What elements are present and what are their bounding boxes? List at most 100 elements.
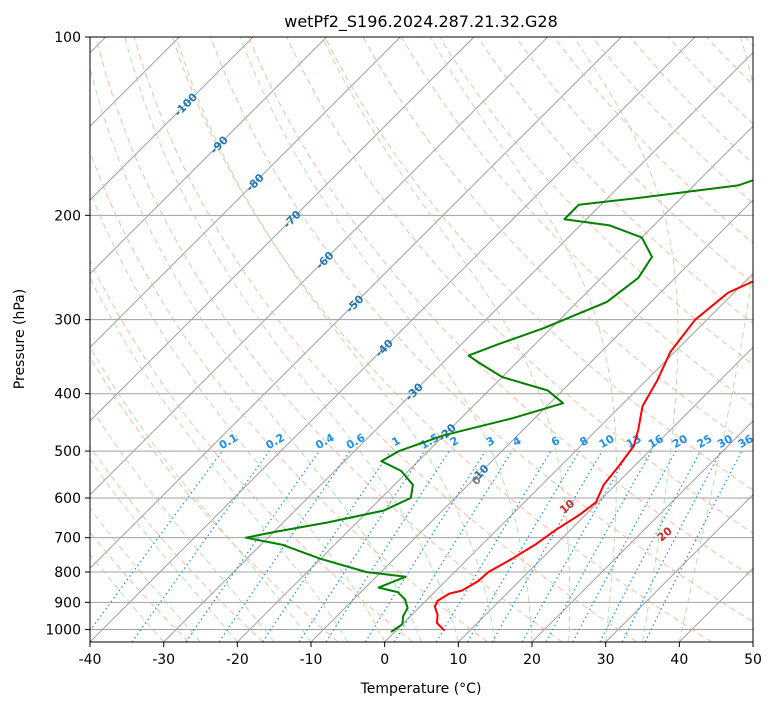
isotherm-line <box>90 37 254 201</box>
temperature-line <box>433 280 753 632</box>
isotherm-line <box>90 37 328 275</box>
y-tick-label: 1000 <box>45 622 81 638</box>
y-tick-label: 100 <box>54 30 81 46</box>
mixing-ratio-line <box>298 450 425 642</box>
y-axis-label: Pressure (hPa) <box>12 289 28 389</box>
isotherm-line <box>384 272 753 642</box>
mixing-ratio-label: 25 <box>695 432 715 451</box>
mixing-ratio-label: 0.1 <box>217 431 240 452</box>
moist-adiabat-line <box>573 37 679 642</box>
isotherm-line <box>90 37 549 496</box>
isotherm-line <box>752 641 753 642</box>
x-tick-label: -10 <box>300 652 323 668</box>
mixing-ratio-line <box>644 450 743 642</box>
mixing-ratio-line <box>599 450 702 642</box>
mixing-ratio-label: 13 <box>624 432 644 451</box>
mixing-ratio-label: 20 <box>670 432 690 451</box>
y-tick-label: 700 <box>54 531 81 547</box>
mixing-ratio-line <box>185 450 320 642</box>
mixing-ratio-line <box>521 450 631 642</box>
dry-adiabat-line <box>210 37 753 623</box>
mixing-ratio-label: 6 <box>549 434 562 449</box>
isotherm-line <box>90 37 696 642</box>
dry-adiabat-line <box>477 37 753 325</box>
dewpoint-line <box>244 179 753 633</box>
moist-adiabat-line <box>90 66 422 642</box>
dry-adiabat-line <box>171 37 712 642</box>
x-tick-label: 20 <box>523 652 541 668</box>
y-tick-label: 200 <box>54 208 81 224</box>
y-tick-label: 500 <box>54 444 81 460</box>
dry-adiabat-line <box>744 37 753 47</box>
y-tick-label: 800 <box>54 565 81 581</box>
moist-adiabat-line <box>90 276 349 642</box>
x-axis-label: Temperature (°C) <box>360 681 482 697</box>
moist-adiabat-line <box>124 37 459 642</box>
dry-adiabat-label: 10 <box>557 497 577 517</box>
mixing-ratio-line <box>131 450 270 642</box>
dry-adiabat-line <box>629 37 753 165</box>
dry-adiabat-line <box>90 531 190 642</box>
dry-adiabat-line <box>515 37 753 284</box>
dry-adiabat-line <box>90 356 339 642</box>
line-labels: 0.1 0.2 0.4 0.6 1 1.5 2 3 4 6 8 10 13 16 20 25 30 36-100-… <box>172 90 756 544</box>
isotherm-line <box>678 567 753 642</box>
moist-adiabat-line <box>90 189 386 642</box>
moist-adiabat-line <box>90 405 275 642</box>
moist-adiabat-line <box>678 37 753 642</box>
dry-adiabat-line <box>133 37 638 642</box>
mixing-ratio-line <box>325 450 450 642</box>
isotherm-line <box>531 420 753 642</box>
x-tick-label: -40 <box>79 652 102 668</box>
dry-adiabat-line <box>248 37 753 578</box>
x-tick-label: -30 <box>152 652 175 668</box>
y-tick-label: 400 <box>54 387 81 403</box>
isotherm-line <box>605 493 753 642</box>
isotherm-line <box>457 346 753 642</box>
y-axis: 1000 900 800 700 600 500 400 300 200 100 <box>45 30 90 638</box>
mixing-ratio-line <box>90 450 223 632</box>
dry-adiabat-line <box>706 37 753 86</box>
x-tick-label: 10 <box>449 652 467 668</box>
mixing-ratio-label: 10 <box>597 432 617 451</box>
moist-adiabat-line <box>239 37 533 642</box>
moist-adiabat-line <box>321 37 571 642</box>
y-tick-label: 300 <box>54 313 81 329</box>
dry-adiabat-line <box>553 37 753 244</box>
moist-adiabat-line <box>90 458 238 642</box>
moist-adiabat-line <box>90 346 312 642</box>
x-tick-label: -20 <box>226 652 249 668</box>
mixing-ratio-line <box>393 450 513 642</box>
dry-adiabat-line <box>90 259 414 642</box>
x-tick-label: 30 <box>597 652 615 668</box>
mixing-ratio-line <box>572 450 677 642</box>
x-tick-label: 50 <box>744 652 762 668</box>
mixing-ratio-line <box>466 450 580 642</box>
dry-adiabat-label: 20 <box>655 524 675 544</box>
chart-title: wetPf2_S196.2024.287.21.32.G28 <box>284 12 558 32</box>
mixing-ratio-line <box>262 450 392 642</box>
moist-adiabat-line <box>175 37 496 642</box>
plot-frame <box>89 36 754 643</box>
y-tick-label: 600 <box>54 491 81 507</box>
dry-adiabat-line <box>438 37 753 365</box>
mixing-ratio-label: 30 <box>715 432 735 451</box>
mixing-ratio-line <box>545 450 653 642</box>
x-tick-label: 40 <box>670 652 688 668</box>
mixing-ratio-label: 16 <box>646 432 666 451</box>
dry-adiabat-line <box>591 37 753 204</box>
mixing-ratio-label: 4 <box>510 434 523 449</box>
moist-adiabat-line <box>429 37 617 642</box>
moist-adiabat-line <box>90 507 201 642</box>
isotherm-line <box>90 37 475 422</box>
dry-adiabat-line <box>95 37 563 642</box>
dry-adiabat-line <box>668 37 753 125</box>
x-tick-label: 0 <box>380 652 389 668</box>
y-tick-label: 900 <box>54 595 81 611</box>
mixing-ratio-line <box>435 450 552 642</box>
dry-adiabat-line <box>400 37 753 407</box>
isotherm-line <box>90 37 401 349</box>
mixing-ratio-line <box>491 450 603 642</box>
moist-adiabat-line <box>90 553 165 642</box>
